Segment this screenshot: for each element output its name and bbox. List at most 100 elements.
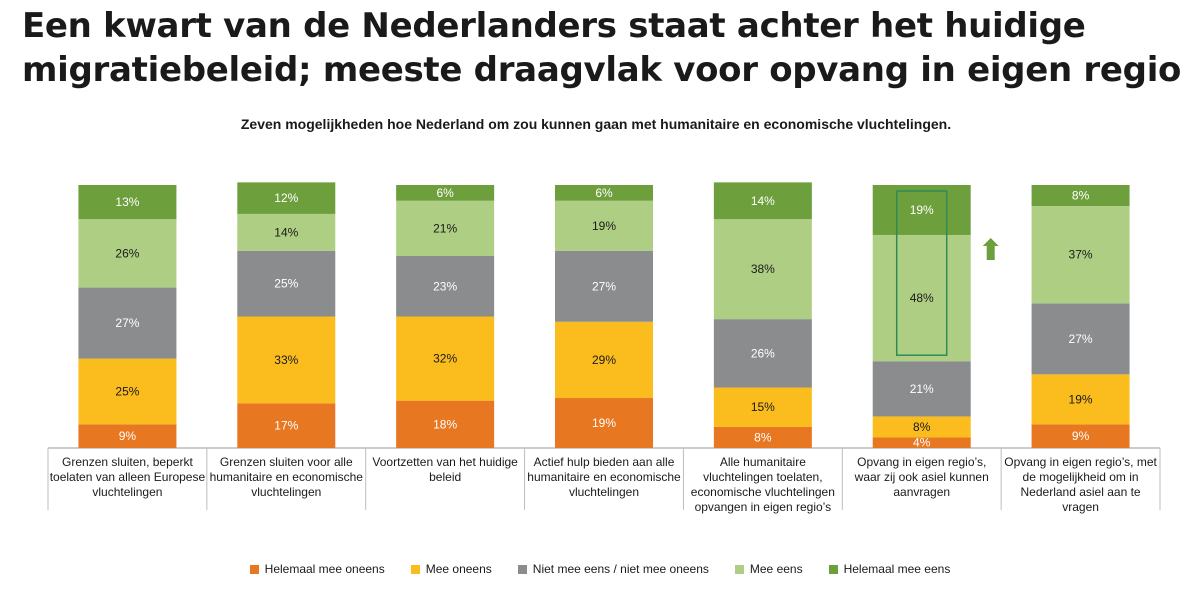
bar-segment (396, 400, 495, 448)
bar-segment (555, 321, 653, 399)
data-label: 32% (433, 352, 457, 366)
data-label: 48% (910, 291, 934, 305)
bar-segment (1031, 185, 1130, 207)
bar-segment (872, 437, 971, 448)
category-label: Voortzetten van het huidige (372, 455, 518, 469)
bar-segment (872, 234, 971, 362)
bar-segment (237, 316, 336, 404)
data-label: 9% (119, 429, 137, 443)
data-label: 8% (1072, 189, 1090, 203)
bar-segment (78, 287, 177, 359)
bar-segment (237, 250, 336, 317)
category-label: humanitaire en economische (210, 470, 364, 484)
legend-swatch (410, 564, 420, 574)
legend-label: Helemaal mee eens (843, 562, 951, 576)
bar-segment (237, 182, 336, 214)
data-label: 18% (433, 417, 457, 431)
data-label: 17% (274, 419, 298, 433)
category-label: Nederland asiel aan te (1021, 485, 1141, 499)
category-label: Opvang in eigen regio’s, (857, 455, 986, 469)
legend-swatch (828, 564, 838, 574)
bar-segment (555, 185, 653, 201)
bar-segment (555, 250, 653, 322)
category-label: de mogelijkheid om in (1023, 470, 1139, 484)
data-label: 12% (274, 191, 298, 205)
data-label: 25% (115, 384, 139, 398)
legend-item: Mee eens (734, 562, 803, 576)
bar-segment (78, 358, 177, 425)
legend-label: Mee oneens (425, 562, 492, 576)
category-label: Actief hulp bieden aan alle (534, 455, 675, 469)
data-label: 19% (592, 416, 616, 430)
bar-segment (237, 213, 336, 251)
legend-label: Niet mee eens / niet mee oneens (532, 562, 709, 576)
category-label: humanitaire en economische (527, 470, 681, 484)
category-label: Opvang in eigen regio’s, met (1004, 455, 1157, 469)
chart-title: Zeven mogelijkheden hoe Nederland om zou… (240, 116, 952, 132)
category-label: economische vluchtelingen (691, 485, 835, 499)
legend-label: Helemaal mee oneens (264, 562, 385, 576)
bar-segment (713, 219, 812, 320)
headline: Een kwart van de Nederlanders staat acht… (22, 6, 1182, 90)
bar-segment (237, 403, 336, 448)
data-label: 14% (751, 194, 775, 208)
bar-segment (872, 185, 971, 235)
data-label: 21% (433, 221, 457, 235)
category-label: toelaten van alleen Europese (50, 470, 206, 484)
legend-item: Helemaal mee eens (828, 562, 951, 576)
data-label: 27% (592, 279, 616, 293)
legend-swatch (734, 564, 744, 574)
data-label: 26% (751, 346, 775, 360)
data-label: 6% (436, 186, 454, 200)
legend: Helemaal mee oneens Mee oneens Niet mee ee… (0, 562, 1200, 576)
category-label: Alle humanitaire (720, 455, 806, 469)
bar-segment (1031, 303, 1130, 375)
highlight-box (895, 190, 948, 356)
legend-item: Helemaal mee oneens (249, 562, 385, 576)
category-label: vluchtelingen (92, 485, 162, 499)
bar-segment (555, 200, 653, 251)
category-label: aanvragen (893, 485, 950, 499)
data-label: 27% (115, 316, 139, 330)
bar-segment (396, 316, 495, 401)
data-label: 25% (274, 277, 298, 291)
category-label: opvangen in eigen regio’s (695, 500, 832, 514)
legend-item: Mee oneens (410, 562, 492, 576)
legend-label: Mee eens (749, 562, 803, 576)
category-label: Grenzen sluiten, beperkt (62, 455, 193, 469)
bar-segment (555, 398, 653, 448)
bar-segment (713, 319, 812, 388)
bar-segment (78, 424, 177, 448)
data-label: 21% (910, 382, 934, 396)
data-label: 13% (115, 195, 139, 209)
category-label: waar zij ook asiel kunnen (854, 470, 989, 484)
data-label: 33% (274, 353, 298, 367)
bar-segment (78, 219, 177, 288)
bar-segment (1031, 374, 1130, 425)
legend-swatch (517, 564, 527, 574)
data-label: 6% (595, 186, 613, 200)
bar-segment (396, 256, 495, 317)
data-label: 4% (913, 436, 931, 450)
data-label: 29% (592, 353, 616, 367)
data-label: 19% (910, 203, 934, 217)
legend-item: Niet mee eens / niet mee oneens (517, 562, 709, 576)
category-label: beleid (429, 470, 461, 484)
data-label: 15% (751, 400, 775, 414)
category-label: Grenzen sluiten voor alle (220, 455, 353, 469)
category-label: vluchtelingen toelaten, (703, 470, 822, 484)
data-label: 26% (115, 246, 139, 260)
data-label: 37% (1069, 248, 1093, 262)
bar-segment (872, 361, 971, 417)
bar-segment (713, 182, 812, 220)
data-label: 19% (592, 219, 616, 233)
category-label: vragen (1062, 500, 1099, 514)
data-label: 23% (433, 279, 457, 293)
bar-segment (713, 426, 812, 448)
category-label: vluchtelingen (569, 485, 639, 499)
bar-segment (396, 200, 495, 257)
category-label: vluchtelingen (251, 485, 321, 499)
bar-segment (1031, 424, 1130, 448)
legend-swatch (249, 564, 259, 574)
